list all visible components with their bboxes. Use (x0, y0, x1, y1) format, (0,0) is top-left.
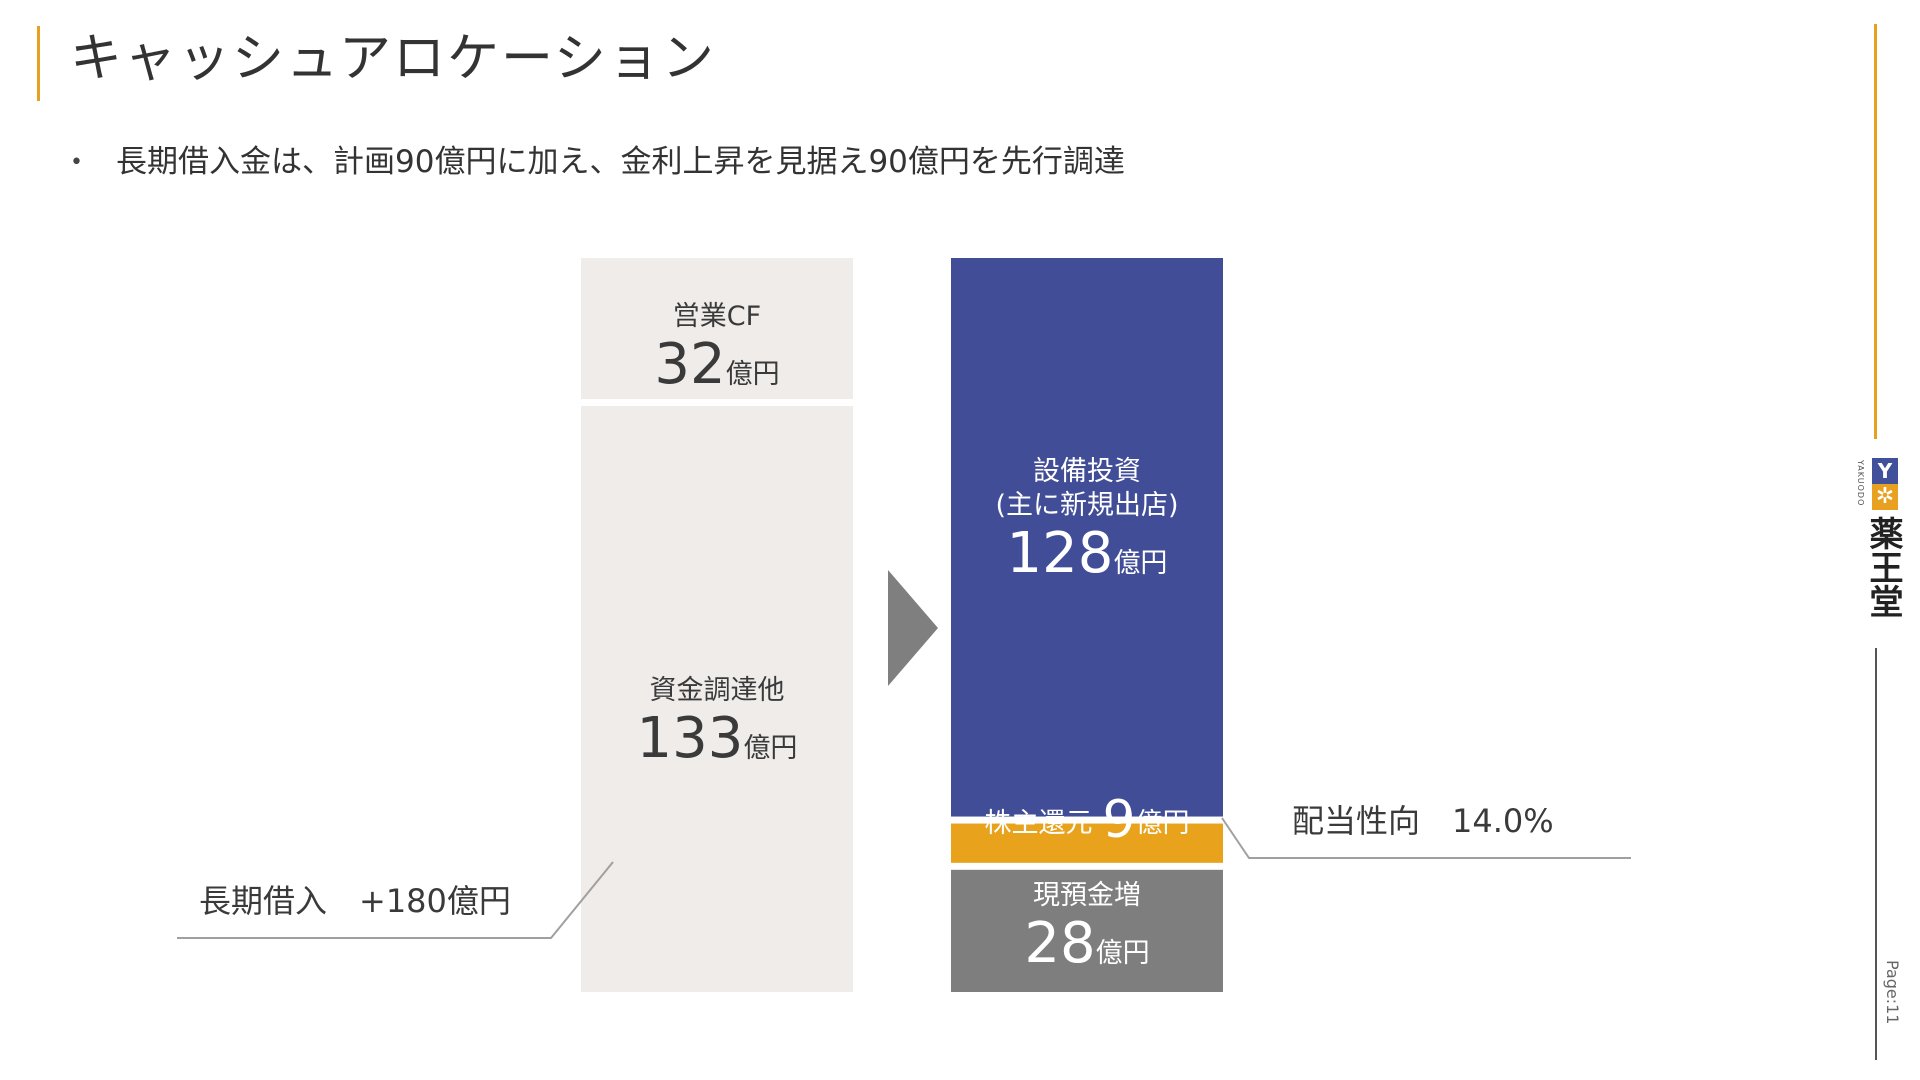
segment-name: 営業CF (672, 301, 762, 332)
segment-name: 設備投資 (1033, 456, 1141, 487)
segment-value: 133 (636, 706, 744, 771)
bar-segment (951, 258, 1223, 817)
flow-arrow (888, 570, 938, 686)
segment-name: 現預金増 (1033, 880, 1141, 911)
segment-label-cash-increase: 現預金増 28億円 (951, 879, 1223, 975)
segment-name: 株主還元 (984, 807, 1093, 839)
sidebar-divider-line (1875, 648, 1877, 1060)
logo-y-mark: Y (1872, 458, 1898, 484)
segment-value: 32 (654, 332, 726, 397)
segment-subname: (主に新規出店) (995, 490, 1179, 521)
sidebar-accent-line (1874, 24, 1877, 439)
callout-connector-right (1221, 817, 1631, 859)
logo-mark: Y ✲ (1872, 458, 1898, 510)
bullet-marker: • (70, 150, 83, 175)
bar-segment (581, 405, 853, 993)
page-number: Page:11 (1883, 960, 1902, 1025)
segment-unit: 億円 (1113, 548, 1168, 579)
callout-payout-ratio: 配当性向 14.0% (1292, 802, 1554, 840)
bar-segment (951, 823, 1223, 863)
callout-long-term-borrowing: 長期借入 +180億円 (199, 882, 511, 920)
bar-segment (951, 869, 1223, 992)
segment-label-operating-cf: 営業CF 32億円 (581, 300, 853, 396)
title-accent-bar (37, 26, 40, 101)
logo-wordmark: 薬王堂 (1863, 516, 1903, 618)
company-logo: YAKUODO Y ✲ 薬王堂 (1852, 458, 1903, 630)
segment-unit: 億円 (725, 359, 780, 390)
page-title: キャッシュアロケーション (70, 29, 716, 89)
segment-label-shareholder-return: 株主還元 9 億円 (951, 788, 1223, 852)
callout-connector-left (177, 861, 614, 939)
segment-value: 128 (1006, 521, 1114, 586)
segment-label-financing: 資金調達他 133億円 (581, 674, 853, 770)
logo-star-mark: ✲ (1872, 484, 1898, 510)
segment-value: 9 (1102, 790, 1136, 850)
segment-unit: 億円 (743, 733, 798, 764)
segment-label-capex: 設備投資 (主に新規出店) 128億円 (951, 455, 1223, 585)
logo-small-text: YAKUODO (1856, 460, 1865, 507)
bullet-text: 長期借入金は、計画90億円に加え、金利上昇を見据え90億円を先行調達 (116, 144, 1125, 180)
segment-name: 資金調達他 (649, 675, 785, 706)
segment-unit: 億円 (1135, 807, 1190, 839)
segment-unit: 億円 (1095, 938, 1150, 969)
bar-segment (581, 258, 853, 399)
segment-value: 28 (1024, 911, 1096, 976)
